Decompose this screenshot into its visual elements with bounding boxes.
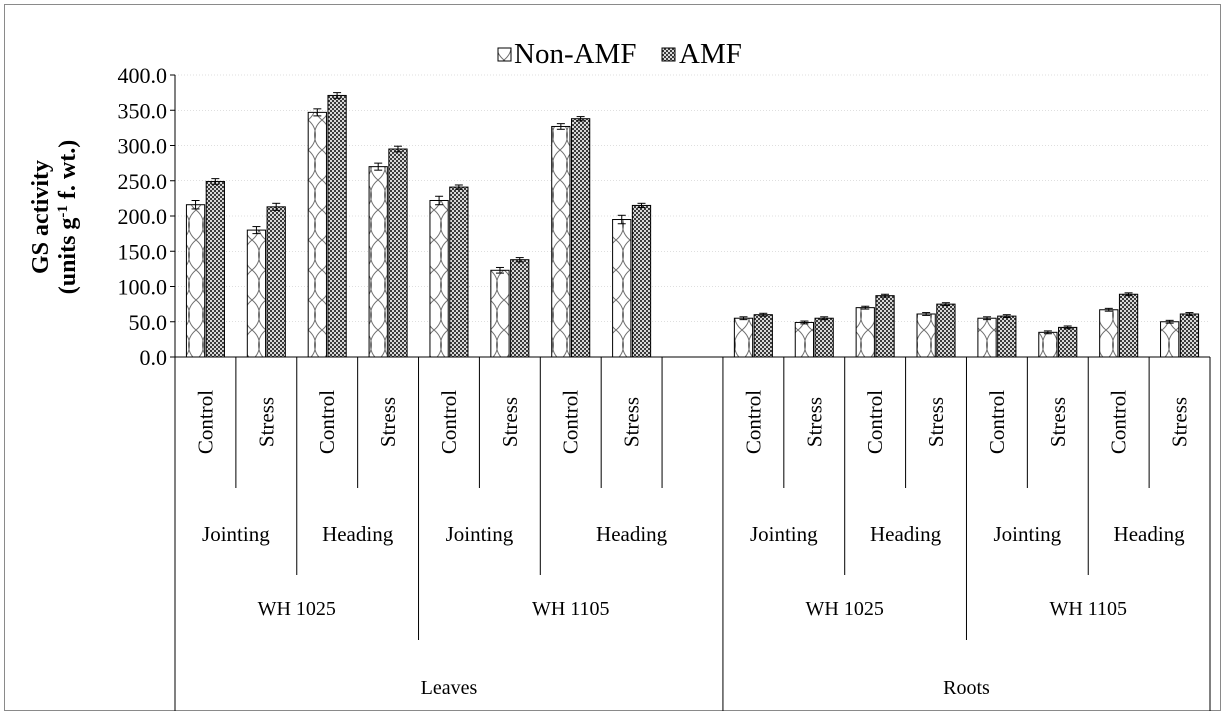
legend: Non-AMF AMF bbox=[497, 38, 742, 70]
bar-amf bbox=[1058, 326, 1078, 358]
x-tick-label-treatment: Stress bbox=[924, 397, 948, 447]
bar-amf bbox=[631, 204, 652, 358]
x-tick-label-treatment: Control bbox=[559, 390, 583, 454]
x-tick-label-treatment: Control bbox=[863, 390, 887, 454]
x-tick-label-treatment: Stress bbox=[1046, 397, 1070, 447]
x-group-label-stage: Jointing bbox=[750, 522, 818, 546]
bar-non-amf bbox=[1160, 321, 1180, 358]
y-axis-title-line-2: (units g-1 f. wt.) bbox=[55, 140, 81, 295]
legend-swatch-amf bbox=[661, 47, 676, 62]
x-tick-label-treatment: Control bbox=[437, 390, 461, 454]
x-group-label-stage: Heading bbox=[870, 522, 942, 546]
bar-amf bbox=[388, 148, 408, 358]
x-tick-label-treatment: Control bbox=[1107, 390, 1131, 454]
x-group-label-tissue: Roots bbox=[943, 677, 990, 699]
x-group-label-stage: Heading bbox=[596, 522, 668, 546]
y-axis-title: GS activity (units g-1 f. wt.) bbox=[28, 140, 81, 295]
legend-swatch-non-amf bbox=[497, 47, 512, 62]
x-group-label-stage: Jointing bbox=[202, 522, 270, 546]
bar-amf bbox=[814, 317, 834, 358]
bar-non-amf bbox=[855, 307, 875, 358]
bar-amf bbox=[997, 315, 1017, 358]
x-tick-label-treatment: Stress bbox=[620, 397, 644, 447]
x-tick-label-treatment: Stress bbox=[498, 397, 522, 447]
bar-non-amf bbox=[246, 229, 267, 358]
bar-amf bbox=[936, 303, 956, 358]
bar-non-amf bbox=[185, 204, 206, 358]
x-group-label-cultivar: WH 1025 bbox=[806, 598, 884, 620]
bar-amf bbox=[510, 259, 530, 358]
y-axis: 0.0 50.0 100.0 150.0 200.0 250.0 300.0 350.0 400… bbox=[118, 63, 176, 370]
y-tick-label: 200.0 bbox=[118, 204, 168, 229]
x-tick-label-treatment: Control bbox=[315, 390, 339, 454]
bar-amf bbox=[266, 206, 286, 358]
bar-non-amf bbox=[1099, 309, 1119, 358]
bar-amf bbox=[753, 314, 773, 358]
x-group-label-tissue: Leaves bbox=[421, 677, 478, 699]
bars bbox=[185, 92, 1200, 358]
bar-non-amf bbox=[368, 166, 388, 358]
x-group-label-cultivar: WH 1105 bbox=[532, 598, 610, 620]
legend-label-non-amf: Non-AMF bbox=[514, 38, 636, 70]
x-group-label-stage: Heading bbox=[322, 522, 394, 546]
x-tick-label-treatment: Control bbox=[741, 390, 765, 454]
bar-amf bbox=[875, 295, 895, 358]
bar-non-amf bbox=[551, 125, 571, 358]
y-axis-title-line-1: GS activity bbox=[28, 160, 54, 274]
bar-non-amf bbox=[794, 321, 815, 358]
x-group-label-stage: Jointing bbox=[994, 522, 1062, 546]
bar-non-amf bbox=[612, 219, 632, 358]
y-tick-label: 50.0 bbox=[129, 310, 168, 335]
x-axis: Control Stress Control Stress Control Stress C… bbox=[174, 356, 1211, 711]
y-tick-label: 150.0 bbox=[118, 239, 168, 264]
bar-non-amf bbox=[1038, 331, 1058, 358]
bar-amf bbox=[205, 180, 225, 358]
bar-non-amf bbox=[429, 199, 449, 358]
y-tick-label: 250.0 bbox=[118, 169, 168, 194]
x-group-label-cultivar: WH 1025 bbox=[258, 598, 336, 620]
x-tick-label-treatment: Control bbox=[985, 390, 1009, 454]
legend-label-amf: AMF bbox=[679, 38, 742, 70]
x-tick-label-treatment: Stress bbox=[1168, 397, 1192, 447]
bar-amf bbox=[327, 94, 347, 358]
y-tick-label: 300.0 bbox=[118, 134, 168, 159]
y-tick-label: 400.0 bbox=[118, 63, 168, 88]
x-tick-label-treatment: Stress bbox=[376, 397, 400, 447]
bar-non-amf bbox=[490, 269, 510, 358]
x-group-label-stage: Jointing bbox=[446, 522, 514, 546]
y-tick-label: 0.0 bbox=[140, 345, 168, 370]
y-tick-label: 100.0 bbox=[118, 275, 168, 300]
x-tick-label-treatment: Stress bbox=[802, 397, 826, 447]
bar-non-amf bbox=[977, 317, 997, 358]
bar-non-amf bbox=[916, 313, 936, 358]
x-group-label-stage: Heading bbox=[1114, 522, 1186, 546]
bar-amf bbox=[1118, 293, 1139, 358]
bar-amf bbox=[570, 118, 591, 358]
bar-amf bbox=[1179, 313, 1200, 358]
x-tick-label-treatment: Stress bbox=[254, 397, 278, 447]
bar-non-amf bbox=[733, 317, 754, 358]
y-tick-label: 350.0 bbox=[118, 98, 168, 123]
x-group-label-cultivar: WH 1105 bbox=[1049, 598, 1127, 620]
bar-non-amf bbox=[307, 111, 327, 358]
bar-amf bbox=[449, 186, 469, 358]
x-tick-label-treatment: Control bbox=[193, 390, 217, 454]
